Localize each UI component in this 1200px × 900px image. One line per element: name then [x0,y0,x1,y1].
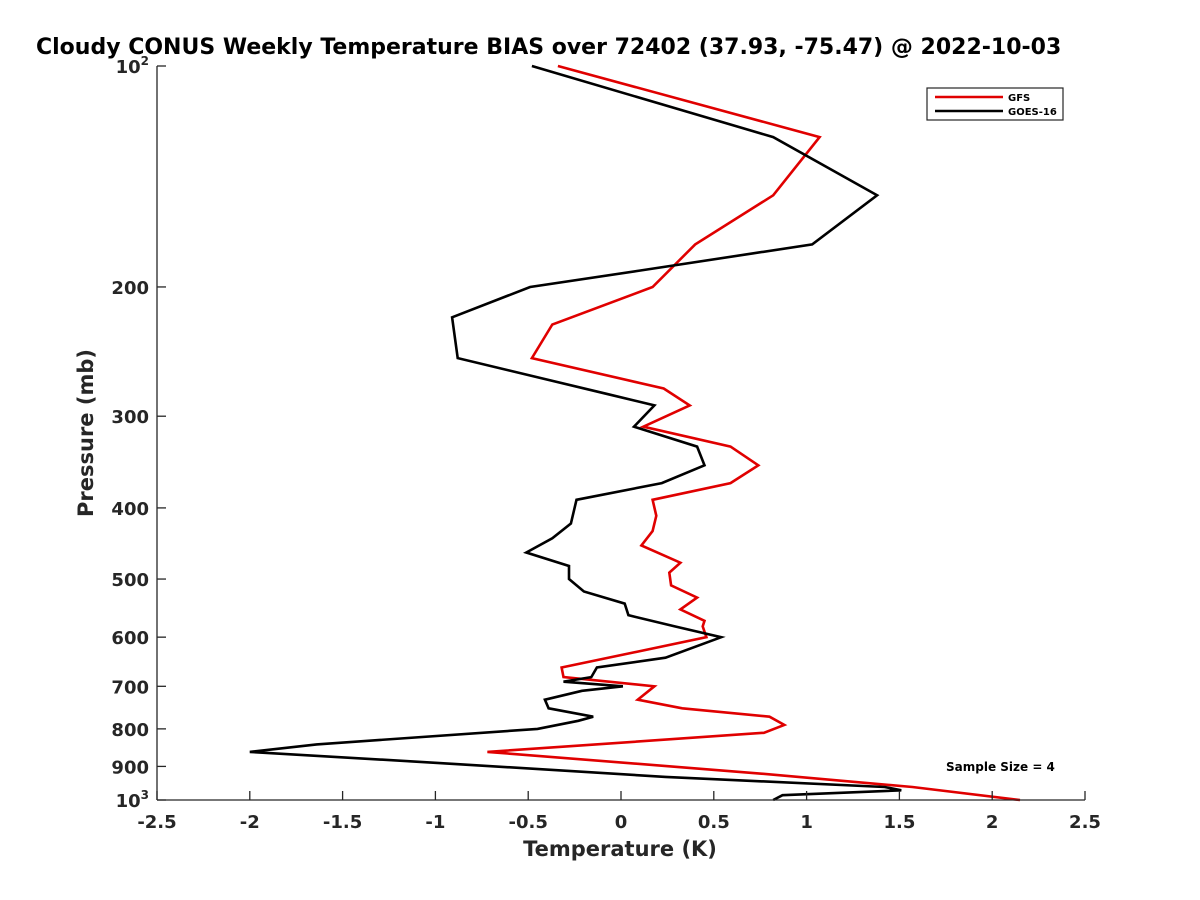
x-axis: -2.5 -2 -1.5 -1 -0.5 0 0.5 1 1.5 2 2.5 [137,791,1101,833]
y-tick-label: 400 [111,499,149,520]
sample-size-annotation: Sample Size = 4 [946,760,1055,774]
x-tick-label: -1 [425,812,445,833]
chart-title: Cloudy CONUS Weekly Temperature BIAS ove… [36,35,1061,60]
legend-entry: GOES-16 [1008,107,1057,118]
x-tick-label: 1.5 [883,812,915,833]
y-tick-exponent: 2 [141,54,149,68]
x-tick-label: -1.5 [323,812,362,833]
y-tick-label: 700 [111,677,149,698]
x-tick-label: 2.5 [1069,812,1101,833]
y-tick-label: 102 [116,54,149,78]
y-tick-label: 103 [116,788,149,812]
x-tick-label: -2.5 [137,812,176,833]
y-axis-label: Pressure (mb) [74,349,98,517]
x-tick-label: -2 [240,812,260,833]
plot-area [249,64,1021,802]
x-tick-label: 0 [615,812,628,833]
series-line-gfs [487,64,1021,802]
legend-box [926,87,1064,121]
x-tick-label: 2 [986,812,999,833]
y-tick-base: 10 [116,791,141,812]
y-tick-exponent: 3 [141,788,149,802]
y-tick-base: 10 [116,57,141,78]
legend-entry: GFS [1008,93,1030,104]
y-tick-label: 500 [111,570,149,591]
x-tick-label: -0.5 [509,812,548,833]
series-line-goes-16 [249,64,902,802]
x-tick-label: 1 [800,812,813,833]
y-tick-label: 200 [111,278,149,299]
legend: GFS GOES-16 [926,87,1064,121]
y-tick-label: 800 [111,720,149,741]
x-axis-label: Temperature (K) [523,837,717,861]
y-tick-label: 300 [111,407,149,428]
y-tick-label: 600 [111,628,149,649]
x-tick-label: 0.5 [698,812,730,833]
y-tick-label: 900 [111,757,149,778]
